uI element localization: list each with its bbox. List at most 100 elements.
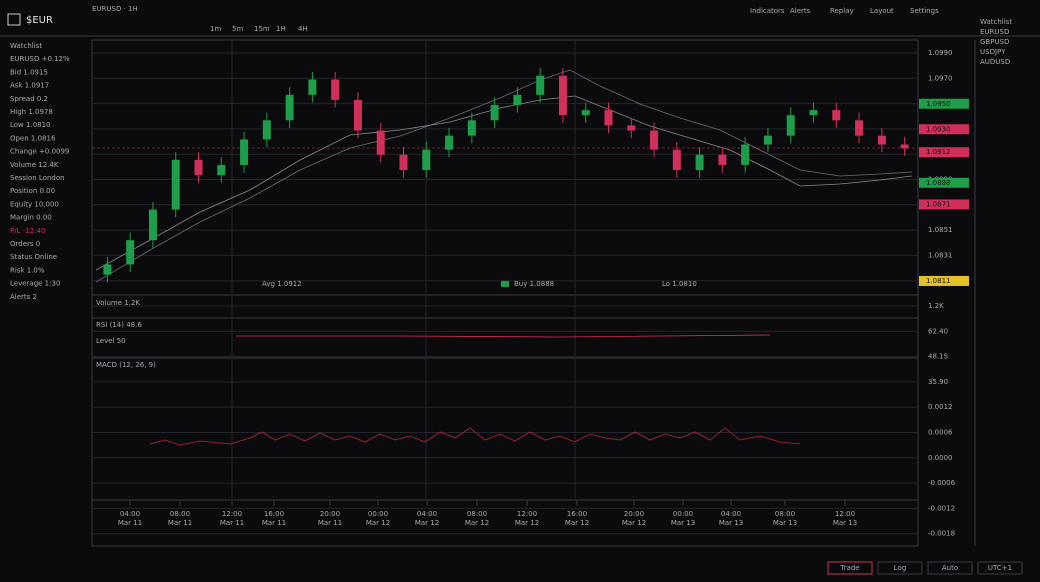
rsi-line (236, 334, 771, 338)
pane-label: Level 50 (96, 337, 126, 345)
time-label: 20:00 (624, 510, 644, 518)
watchlist-item[interactable]: EURUSD (980, 28, 1009, 36)
time-label: 04:00 (417, 510, 437, 518)
sidebar-item: Volume 12.4K (10, 161, 59, 169)
moving-average (95, 95, 913, 271)
axis-label: -0.0012 (928, 504, 955, 512)
candle-body (262, 120, 271, 140)
timeframe-button[interactable]: 5m (232, 25, 243, 33)
candle-body (513, 94, 522, 106)
pane-title: RSI (14) 48.6 (96, 321, 142, 329)
sidebar-item: Leverage 1:30 (10, 280, 60, 288)
axis-label: 0.0000 (928, 454, 953, 462)
footer-button[interactable] (977, 561, 1023, 575)
logo-box[interactable] (7, 13, 21, 26)
candle-body (900, 144, 909, 149)
right-panel: Watchlist EURUSD GBPUSD USDJPY AUDUSD (980, 18, 1012, 66)
annotation: Lo 1.0810 (662, 280, 697, 288)
date-label: Mar 12 (622, 519, 646, 527)
toolbar-button[interactable]: Indicators (750, 7, 785, 15)
sidebar-item: Risk 1.0% (10, 266, 45, 274)
sidebar-item: High 1.0978 (10, 108, 53, 116)
moving-average (95, 69, 913, 283)
annotation-swatch (501, 281, 509, 287)
price-tag-label: 1.0912 (926, 148, 951, 156)
date-label: Mar 12 (366, 519, 390, 527)
candle-body (718, 154, 727, 165)
price-tag-label: 1.0888 (926, 179, 951, 187)
date-label: Mar 13 (773, 519, 797, 527)
candle-body (399, 154, 408, 171)
footer-button[interactable] (927, 561, 973, 575)
date-label: Mar 11 (318, 519, 342, 527)
price-tag-label: 1.0950 (926, 100, 951, 108)
candle-body (194, 159, 203, 176)
footer-label: Trade (839, 564, 859, 572)
date-label: Mar 13 (671, 519, 695, 527)
sidebar-item: Spread 0.2 (10, 95, 48, 103)
candle-body (467, 120, 476, 136)
axis-label: 0.0006 (928, 429, 953, 437)
sidebar-item: Position 0.00 (10, 187, 55, 195)
axis-label: 1.0851 (928, 226, 953, 234)
price-tag-label: 1.0871 (926, 200, 951, 208)
time-label: 12:00 (835, 510, 855, 518)
sidebar-item: Change +0.0099 (10, 148, 69, 156)
sidebar-item: Bid 1.0915 (10, 68, 48, 76)
symbol[interactable]: EURUSD · 1H (92, 5, 138, 13)
timeframe-button[interactable]: 1m (210, 25, 221, 33)
watchlist-item[interactable]: USDJPY (980, 48, 1006, 56)
date-label: Mar 13 (719, 519, 743, 527)
price-tag (919, 98, 969, 109)
watchlist-item[interactable]: AUDUSD (980, 58, 1010, 66)
price-tag-label: 1.0811 (926, 277, 951, 285)
candle-body (741, 144, 750, 165)
toolbar-button[interactable]: Alerts (790, 7, 811, 15)
date-label: Mar 11 (262, 519, 286, 527)
sidebar-item: Margin 0.00 (10, 214, 52, 222)
candle-body (490, 105, 499, 121)
timeframe-button[interactable]: 4H (298, 25, 308, 33)
time-label: 08:00 (467, 510, 487, 518)
candle-body (650, 130, 659, 150)
time-label: 16:00 (264, 510, 284, 518)
candle-body (581, 110, 590, 116)
candle-body (126, 240, 135, 265)
toolbar-button[interactable]: Layout (870, 7, 894, 15)
candle-body (763, 135, 772, 145)
annotation: Buy 1.0888 (514, 280, 554, 288)
axis-label: 1.0831 (928, 251, 953, 259)
candle-body (240, 139, 249, 165)
footer-button[interactable] (827, 561, 873, 575)
toolbar-button[interactable]: Settings (910, 7, 939, 15)
date-label: Mar 12 (465, 519, 489, 527)
toolbar-button[interactable]: Replay (830, 7, 854, 15)
sidebar-item: Open 1.0816 (10, 134, 56, 142)
sidebar-item: P/L -12.40 (10, 227, 45, 235)
candle-body (103, 264, 112, 275)
watchlist-item[interactable]: GBPUSD (980, 38, 1009, 46)
timeframe-button[interactable]: 1H (276, 25, 286, 33)
date-label: Mar 11 (220, 519, 244, 527)
timeframe-button[interactable]: 15m (254, 25, 270, 33)
pane-title: Volume 1.2K (96, 299, 140, 307)
date-label: Mar 12 (515, 519, 539, 527)
time-label: 16:00 (567, 510, 587, 518)
watchlist-item: Watchlist (980, 18, 1012, 26)
footer-button[interactable] (877, 561, 923, 575)
price-tag (919, 124, 969, 135)
date-label: Mar 12 (415, 519, 439, 527)
candle-body (353, 99, 362, 131)
candle-body (308, 79, 317, 95)
candle-body (445, 135, 454, 150)
axis-label: 0.0012 (928, 403, 953, 411)
footer-label: Log (894, 564, 907, 572)
footer-label: Auto (942, 564, 958, 572)
candles (103, 68, 909, 283)
price-grid (92, 52, 918, 535)
candle-body (604, 110, 613, 126)
toolbar: 1m 5m 15m 1H 4H Indicators Alerts Replay Layout S… (210, 7, 939, 33)
axis-label: 1.0990 (928, 49, 953, 57)
candle-body (627, 125, 636, 131)
